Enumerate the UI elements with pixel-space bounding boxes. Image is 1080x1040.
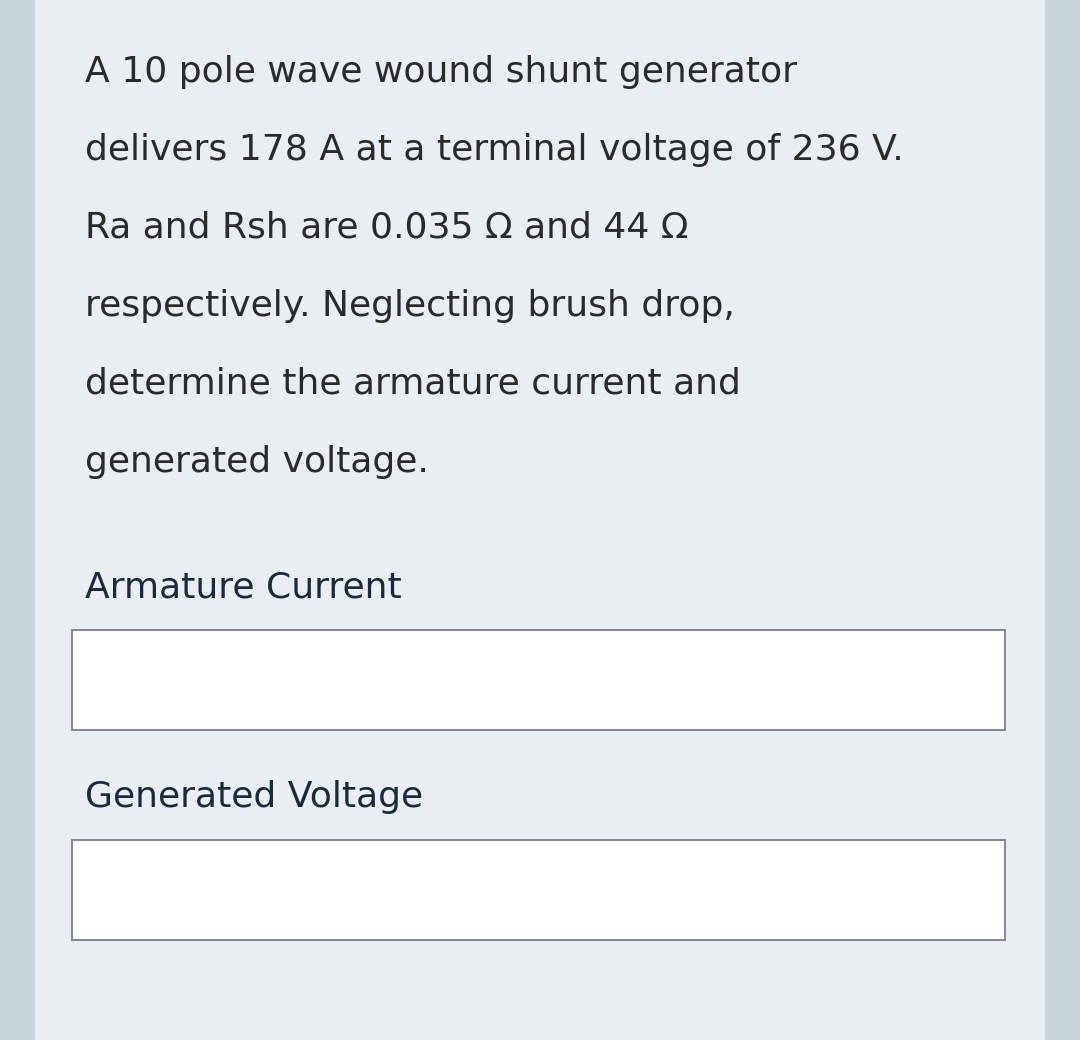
Text: respectively. Neglecting brush drop,: respectively. Neglecting brush drop, bbox=[85, 289, 734, 323]
Bar bbox=[72, 630, 1005, 730]
Text: generated voltage.: generated voltage. bbox=[85, 445, 429, 479]
Text: Generated Voltage: Generated Voltage bbox=[85, 780, 423, 814]
Text: A 10 pole wave wound shunt generator: A 10 pole wave wound shunt generator bbox=[85, 55, 797, 89]
Text: Ra and Rsh are 0.035 Ω and 44 Ω: Ra and Rsh are 0.035 Ω and 44 Ω bbox=[85, 211, 689, 245]
Text: determine the armature current and: determine the armature current and bbox=[85, 367, 741, 401]
Bar bbox=[72, 840, 1005, 940]
Text: delivers 178 A at a terminal voltage of 236 V.: delivers 178 A at a terminal voltage of … bbox=[85, 133, 904, 167]
Text: Armature Current: Armature Current bbox=[85, 570, 402, 604]
